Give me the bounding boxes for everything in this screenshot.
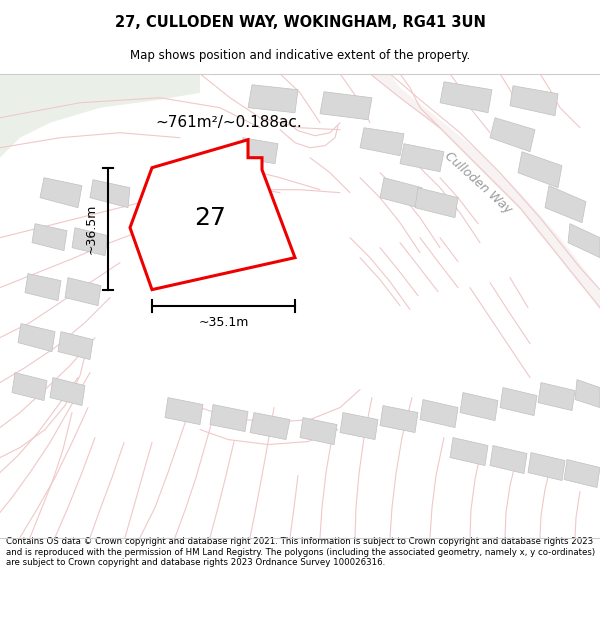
- Polygon shape: [460, 392, 498, 421]
- Polygon shape: [545, 186, 586, 222]
- Polygon shape: [510, 86, 558, 116]
- Polygon shape: [450, 438, 488, 466]
- Polygon shape: [538, 382, 575, 411]
- Polygon shape: [360, 127, 404, 156]
- Polygon shape: [25, 274, 61, 301]
- Polygon shape: [65, 278, 101, 306]
- Polygon shape: [72, 228, 108, 256]
- Polygon shape: [320, 92, 372, 120]
- Polygon shape: [248, 85, 298, 112]
- Polygon shape: [210, 404, 248, 431]
- Polygon shape: [170, 168, 255, 248]
- Text: 27: 27: [194, 206, 226, 229]
- Polygon shape: [568, 224, 600, 258]
- Polygon shape: [250, 412, 290, 439]
- Text: ~761m²/~0.188ac.: ~761m²/~0.188ac.: [155, 115, 302, 130]
- Polygon shape: [90, 180, 130, 208]
- Text: Map shows position and indicative extent of the property.: Map shows position and indicative extent…: [130, 49, 470, 62]
- Polygon shape: [0, 74, 200, 158]
- Polygon shape: [380, 406, 418, 432]
- Text: ~35.1m: ~35.1m: [199, 316, 248, 329]
- Polygon shape: [575, 379, 600, 408]
- Polygon shape: [440, 82, 492, 112]
- Polygon shape: [340, 412, 378, 439]
- Polygon shape: [12, 372, 47, 401]
- Polygon shape: [58, 332, 93, 359]
- Polygon shape: [528, 452, 565, 481]
- Polygon shape: [500, 388, 537, 416]
- Polygon shape: [165, 398, 203, 424]
- Polygon shape: [300, 418, 337, 444]
- Polygon shape: [130, 140, 295, 289]
- Text: ~36.5m: ~36.5m: [85, 204, 98, 254]
- Text: 27, CULLODEN WAY, WOKINGHAM, RG41 3UN: 27, CULLODEN WAY, WOKINGHAM, RG41 3UN: [115, 14, 485, 29]
- Text: Culloden Way: Culloden Way: [442, 149, 514, 216]
- Polygon shape: [564, 459, 600, 488]
- Polygon shape: [415, 188, 458, 218]
- Polygon shape: [370, 74, 600, 309]
- Polygon shape: [380, 177, 422, 208]
- Polygon shape: [490, 446, 527, 474]
- Polygon shape: [210, 202, 263, 248]
- Polygon shape: [400, 144, 444, 172]
- Polygon shape: [240, 138, 278, 164]
- Polygon shape: [518, 152, 562, 188]
- Polygon shape: [18, 324, 55, 352]
- Polygon shape: [420, 399, 458, 428]
- Text: Contains OS data © Crown copyright and database right 2021. This information is : Contains OS data © Crown copyright and d…: [6, 538, 595, 568]
- Polygon shape: [50, 378, 85, 406]
- Polygon shape: [490, 118, 535, 152]
- Polygon shape: [32, 224, 67, 251]
- Polygon shape: [40, 177, 82, 208]
